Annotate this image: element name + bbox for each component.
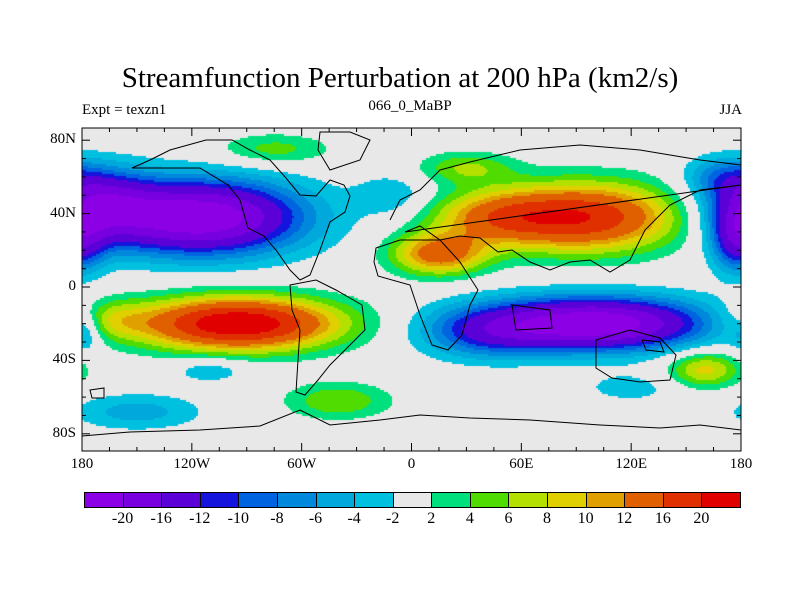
colorbar-box bbox=[276, 492, 317, 508]
colorbar-label: -8 bbox=[270, 510, 284, 527]
x-tick-label: 120W bbox=[173, 456, 211, 472]
axis-ticks bbox=[81, 128, 742, 451]
colorbar-label: -20 bbox=[111, 510, 134, 527]
y-tick-label: 40S bbox=[52, 351, 76, 368]
colorbar-box bbox=[199, 492, 240, 508]
coastlines bbox=[81, 131, 742, 437]
colorbar-label: 4 bbox=[465, 510, 474, 527]
coast-north-america bbox=[131, 139, 351, 281]
x-tick-label: 0 bbox=[407, 456, 416, 472]
season-label: JJA bbox=[719, 102, 742, 118]
x-tick-label: 180 bbox=[70, 456, 94, 472]
colorbar-box bbox=[547, 492, 587, 508]
x-tick-label: 120E bbox=[615, 456, 647, 472]
colorbar-label: -2 bbox=[386, 510, 400, 527]
colorbar-label: -16 bbox=[150, 510, 172, 527]
coast-africa bbox=[373, 239, 479, 351]
colorbar-box bbox=[238, 492, 278, 508]
coast-islands bbox=[89, 304, 665, 399]
colorbar-box bbox=[701, 492, 741, 508]
subtitle: 066_0_MaBP bbox=[368, 98, 452, 114]
colorbar-box bbox=[508, 492, 549, 508]
x-tick-label: 60E bbox=[509, 456, 534, 472]
coast-greenland bbox=[317, 131, 371, 171]
colorbar-box bbox=[354, 492, 394, 508]
colorbar-box bbox=[392, 492, 433, 508]
colorbar-box bbox=[662, 492, 703, 508]
colorbar-label: 8 bbox=[543, 510, 552, 527]
x-tick-label: 60W bbox=[287, 456, 317, 472]
colorbar-box bbox=[585, 492, 626, 508]
coast-south-america bbox=[289, 279, 366, 396]
colorbar-label: -10 bbox=[227, 510, 250, 527]
colorbar-box bbox=[315, 492, 356, 508]
colorbar-label: 20 bbox=[693, 510, 710, 527]
experiment-label: Expt = texzn1 bbox=[82, 102, 167, 118]
y-tick-label: 40N bbox=[50, 204, 76, 221]
colorbar-label: 2 bbox=[427, 510, 436, 527]
colorbar-box bbox=[122, 492, 163, 508]
y-tick-label: 0 bbox=[68, 278, 77, 294]
colorbar-box bbox=[431, 492, 471, 508]
colorbar-label: -6 bbox=[308, 510, 323, 527]
colorbar-box bbox=[469, 492, 510, 508]
x-tick-label: 180 bbox=[729, 456, 753, 472]
y-tick-label: 80S bbox=[52, 424, 76, 441]
colorbar-label: -4 bbox=[347, 510, 361, 527]
coast-eurasia bbox=[389, 144, 742, 273]
colorbar-label: 6 bbox=[504, 510, 513, 527]
colorbar-label: -12 bbox=[189, 510, 211, 527]
y-tick-label: 80N bbox=[50, 131, 76, 148]
coast-australia bbox=[595, 329, 677, 383]
colorbar-box bbox=[161, 492, 201, 508]
colorbar-label: 10 bbox=[577, 510, 594, 527]
plot-title: Streamfunction Perturbation at 200 hPa (… bbox=[121, 62, 679, 94]
colorbar-box bbox=[84, 492, 124, 508]
coast-antarctica bbox=[81, 409, 742, 437]
colorbar-label: 12 bbox=[616, 510, 633, 527]
colorbar-box bbox=[624, 492, 664, 508]
colorbar-label: 16 bbox=[654, 510, 671, 527]
